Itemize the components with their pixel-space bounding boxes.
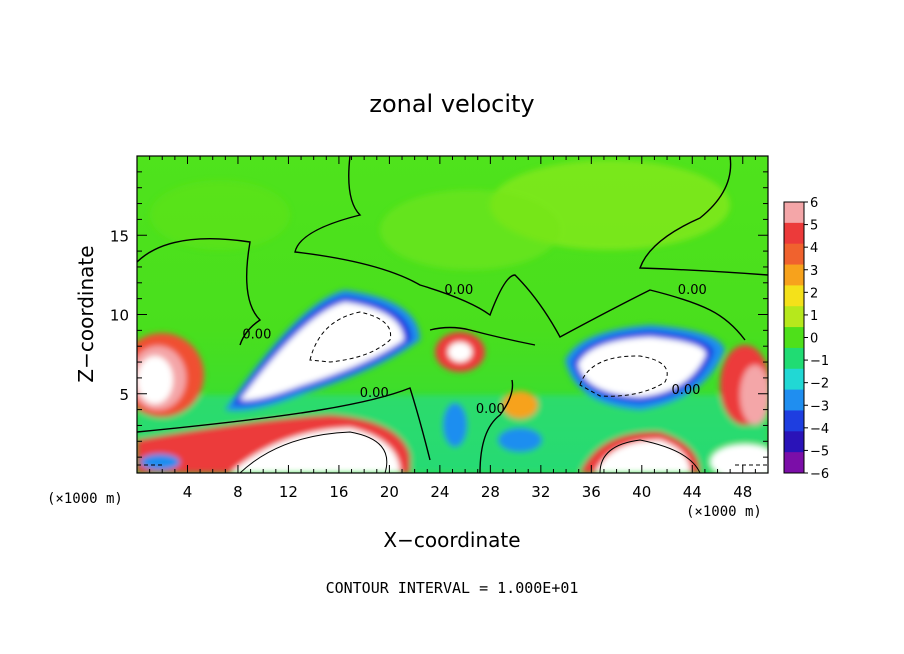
colorbar-swatch bbox=[784, 431, 804, 453]
contour-labels: 0.00 0.00 0.00 0.00 0.00 0.00 bbox=[242, 283, 706, 417]
colorbar-tick-label: 5 bbox=[810, 219, 818, 234]
colorbar-tick-label: 6 bbox=[810, 196, 818, 211]
colorbar-swatch bbox=[784, 410, 804, 432]
colorbar-swatch bbox=[784, 306, 804, 328]
x-tick-label: 44 bbox=[683, 483, 702, 501]
plot-area bbox=[137, 156, 768, 473]
contour-label: 0.00 bbox=[476, 402, 505, 417]
contour-label: 0.00 bbox=[444, 283, 473, 298]
contour-label: 0.00 bbox=[242, 327, 271, 342]
y-axis: 5 10 15 bbox=[110, 171, 768, 458]
colorbar-tick-label: −3 bbox=[810, 399, 829, 414]
colorbar-swatch bbox=[784, 452, 804, 474]
x-tick-label: 48 bbox=[733, 483, 752, 501]
colorbar-tick-label: 1 bbox=[810, 309, 818, 324]
contour-label: 0.00 bbox=[671, 383, 700, 398]
x-tick-label: 16 bbox=[329, 483, 348, 501]
contour-label: 0.00 bbox=[678, 283, 707, 298]
y-tick-label: 15 bbox=[110, 227, 129, 245]
x-tick-label: 28 bbox=[481, 483, 500, 501]
x-axis: 4 8 12 16 20 24 28 32 36 40 44 48 bbox=[149, 156, 756, 501]
colorbar-tick-label: −4 bbox=[810, 422, 829, 437]
x-axis-label: X−coordinate bbox=[383, 528, 520, 552]
colorbar-swatch bbox=[784, 222, 804, 245]
x-unit-left: (×1000 m) bbox=[47, 491, 123, 507]
x-tick-label: 40 bbox=[632, 483, 651, 501]
colorbar-tick-label: −2 bbox=[810, 377, 829, 392]
colorbar-tick-label: 2 bbox=[810, 286, 818, 301]
colorbar-swatch bbox=[784, 202, 804, 224]
x-tick-label: 24 bbox=[430, 483, 449, 501]
x-tick-label: 20 bbox=[380, 483, 399, 501]
colorbar-tick-label: −5 bbox=[810, 444, 829, 459]
colorbar-tick-label: 4 bbox=[810, 241, 818, 256]
y-tick-label: 10 bbox=[110, 307, 129, 325]
colorbar-swatch bbox=[784, 389, 804, 411]
colorbar-tick-label: −1 bbox=[810, 354, 829, 369]
colorbar-swatch bbox=[784, 327, 804, 349]
x-tick-label: 12 bbox=[279, 483, 298, 501]
y-axis-label: Z−coordinate bbox=[74, 245, 98, 382]
colorbar-tick-label: 0 bbox=[810, 332, 818, 347]
contour-label: 0.00 bbox=[360, 386, 389, 401]
colorbar-swatch bbox=[784, 285, 804, 307]
colorbar-tick-label: −6 bbox=[810, 467, 829, 482]
x-tick-label: 36 bbox=[582, 483, 601, 501]
contour-interval-note: CONTOUR INTERVAL = 1.000E+01 bbox=[326, 579, 579, 597]
y-tick-label: 5 bbox=[119, 386, 129, 404]
x-tick-label: 32 bbox=[531, 483, 550, 501]
x-tick-label: 4 bbox=[183, 483, 193, 501]
colorbar-swatch bbox=[784, 264, 804, 286]
colorbar-swatch bbox=[784, 368, 804, 391]
x-unit-right: (×1000 m) bbox=[686, 504, 762, 520]
colorbar-tick-label: 3 bbox=[810, 264, 818, 279]
colorbar-swatch bbox=[784, 347, 804, 370]
chart-title: zonal velocity bbox=[369, 90, 534, 118]
colorbar-swatch bbox=[784, 243, 804, 266]
colorbar: 6 5 4 3 2 1 0 −1 −2 −3 −4 −5 −6 bbox=[783, 196, 829, 482]
x-tick-label: 8 bbox=[233, 483, 243, 501]
